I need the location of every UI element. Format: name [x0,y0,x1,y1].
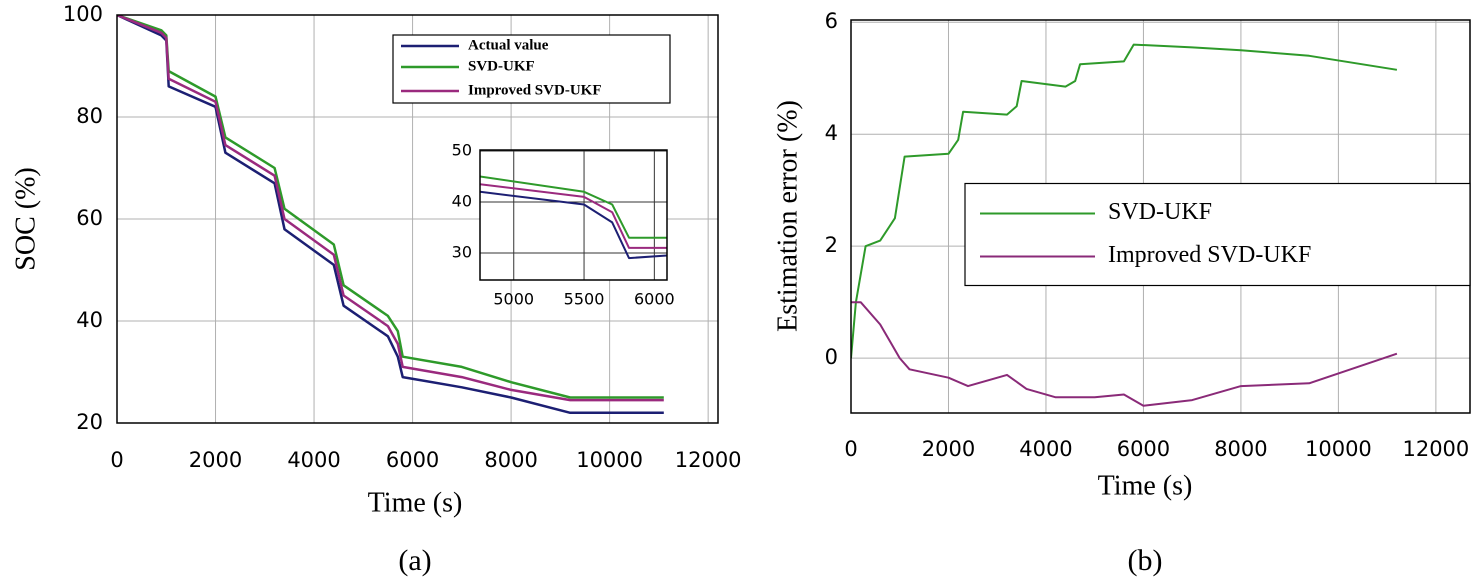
x-tick-label: 2000 [189,448,242,472]
x-tick-label: 5500 [564,290,605,309]
series-line [851,43,1398,359]
series-line [480,190,667,260]
subplot-caption: (a) [398,544,431,577]
y-tick-label: 30 [452,242,472,261]
legend-label: Actual value [468,37,549,53]
x-tick-label: 12000 [1402,437,1469,461]
y-tick-label: 40 [452,192,472,211]
subplot: 0 2000 4000 6000 8000 10000 12000 20 40 60 80 100 Ti… [10,2,741,577]
x-tick-label: 12000 [675,448,742,472]
y-tick-label: 40 [76,308,103,332]
plot-area [480,150,667,280]
y-tick-label: 4 [825,121,838,145]
plot-frame [116,14,719,424]
legend: SVD-UKF Improved SVD-UKF [964,182,1471,287]
y-tick-label: 0 [825,345,838,369]
x-tick-label: 0 [110,448,123,472]
x-tick-label: 10000 [576,448,643,472]
x-tick-label: 8000 [1214,437,1267,461]
x-tick-label: 10000 [1305,437,1372,461]
legend-label: SVD-UKF [468,58,535,74]
legend-label: Improved SVD-UKF [1108,242,1311,268]
x-tick-label: 0 [844,437,857,461]
legend: Actual value SVD-UKF Improved SVD-UKF [392,34,671,104]
y-tick-label: 60 [76,206,103,230]
plot-frame [479,149,668,281]
legend-box [964,182,1471,287]
legend-label: Improved SVD-UKF [468,82,601,98]
y-tick-label: 80 [76,104,103,128]
x-tick-label: 2000 [922,437,975,461]
subplot: 0 2000 4000 6000 8000 10000 12000 0 2 4 6 Time (s) E… [772,9,1471,577]
y-tick-label: 6 [825,9,838,33]
series-line [117,15,664,402]
x-axis-title: Time (s) [368,487,463,518]
subplot-caption: (b) [1128,544,1163,577]
x-tick-label: 6000 [386,448,439,472]
x-axis-title: Time (s) [1098,470,1193,501]
y-tick-label: 100 [63,2,103,26]
series-line [480,183,667,249]
series-line [480,175,667,239]
x-tick-label: 5000 [493,290,534,309]
y-tick-label: 2 [825,233,838,257]
x-tick-label: 4000 [1019,437,1072,461]
x-tick-label: 6000 [634,290,675,309]
y-axis-title: Estimation error (%) [772,100,803,332]
y-tick-label: 50 [452,141,472,160]
y-tick-label: 20 [76,410,103,434]
subplot: 5000 5500 6000 30 40 50 [452,141,675,309]
legend-label: SVD-UKF [1108,199,1212,225]
x-tick-label: 4000 [287,448,340,472]
series-line [851,301,1398,407]
x-tick-label: 6000 [1117,437,1170,461]
y-axis-title: SOC (%) [10,167,41,270]
x-tick-label: 8000 [484,448,537,472]
